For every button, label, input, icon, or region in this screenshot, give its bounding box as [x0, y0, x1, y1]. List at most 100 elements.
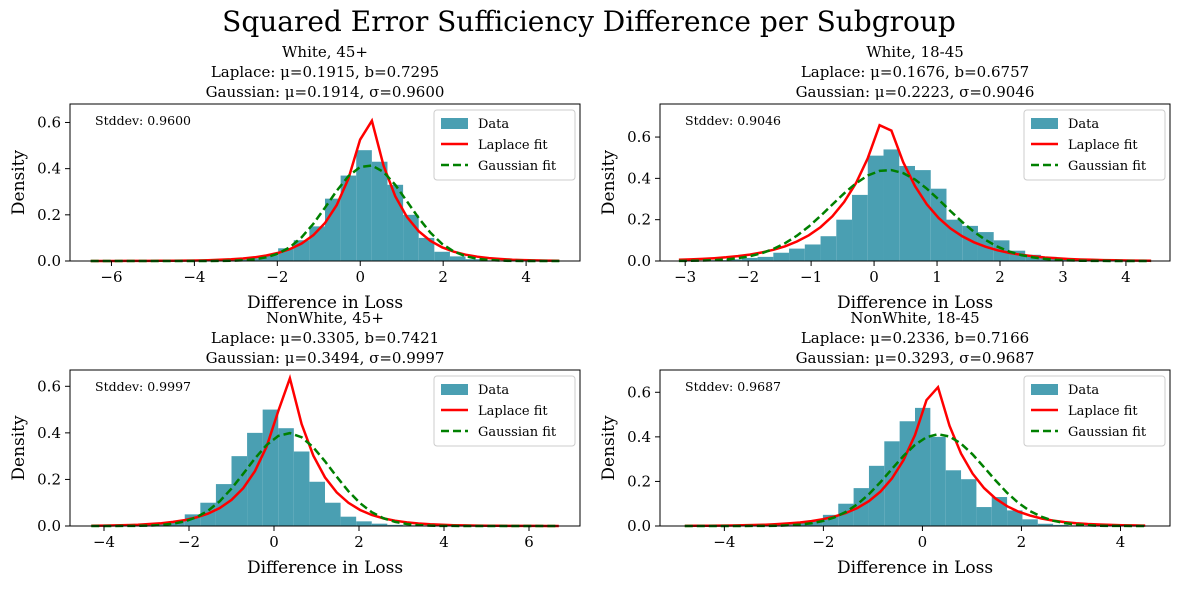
- x-tick-label: 0: [869, 268, 879, 286]
- y-tick-label: 0.0: [37, 517, 61, 535]
- y-axis-label: Density: [9, 149, 29, 215]
- y-tick-label: 0.6: [37, 377, 61, 395]
- histogram-bar: [961, 479, 976, 526]
- y-tick-label: 0.4: [627, 169, 651, 187]
- histogram-bar: [946, 470, 961, 526]
- legend-label-data: Data: [1068, 117, 1099, 132]
- subplot-title-line: White, 18-45: [866, 43, 964, 61]
- histogram-bar: [278, 428, 294, 526]
- x-tick-label: 2: [1017, 533, 1027, 551]
- subplot-1: White, 45+ Laplace: μ=0.1915, b=0.7295 Gau…: [9, 43, 580, 313]
- x-axis-label: Difference in Loss: [247, 558, 403, 578]
- legend: Data Laplace fit Gaussian fit: [434, 376, 575, 446]
- x-tick-label: 0: [918, 533, 928, 551]
- legend-label-laplace: Laplace fit: [1068, 404, 1138, 419]
- x-tick-label: −2: [737, 268, 759, 286]
- x-tick-label: −6: [100, 268, 122, 286]
- subplot-title-line: Laplace: μ=0.3305, b=0.7421: [211, 329, 439, 347]
- histogram-bar: [263, 410, 279, 526]
- histogram-bar: [356, 521, 372, 526]
- subplot-title-line: Laplace: μ=0.1915, b=0.7295: [211, 63, 439, 81]
- histogram-bar: [773, 253, 789, 261]
- x-tick-label: 2: [995, 268, 1005, 286]
- legend-label-gaussian: Gaussian fit: [478, 159, 557, 174]
- x-tick-label: 2: [438, 268, 448, 286]
- histogram-bar: [294, 451, 310, 526]
- x-tick-label: 0: [355, 268, 365, 286]
- histogram-bar: [1022, 519, 1037, 526]
- subplot-title-line: White, 45+: [282, 43, 368, 61]
- subplot-2: White, 18-45 Laplace: μ=0.1676, b=0.6757 G…: [599, 43, 1170, 313]
- legend: Data Laplace fit Gaussian fit: [1024, 110, 1165, 180]
- histogram-bar: [900, 421, 915, 526]
- x-tick-label: 4: [1116, 533, 1126, 551]
- histogram-bar: [821, 236, 837, 261]
- subplot-title-line: Gaussian: μ=0.3293, σ=0.9687: [796, 349, 1035, 367]
- subplot-title-line: Laplace: μ=0.2336, b=0.7166: [801, 329, 1029, 347]
- x-tick-label: −3: [674, 268, 696, 286]
- x-tick-label: 3: [1058, 268, 1068, 286]
- y-tick-label: 0.6: [37, 113, 61, 131]
- x-tick-label: −2: [178, 533, 200, 551]
- x-tick-label: −2: [266, 268, 288, 286]
- y-axis-label: Density: [599, 149, 619, 215]
- histogram-bar: [805, 244, 821, 261]
- legend-label-gaussian: Gaussian fit: [478, 425, 557, 440]
- histogram-bar: [325, 503, 341, 526]
- x-tick-label: 1: [932, 268, 942, 286]
- histogram-bar: [372, 162, 388, 261]
- histogram-bar: [915, 170, 931, 261]
- y-tick-label: 0.4: [627, 428, 651, 446]
- legend-label-laplace: Laplace fit: [478, 404, 548, 419]
- histogram-bar: [884, 149, 900, 261]
- y-tick-label: 0.0: [627, 252, 651, 270]
- y-tick-label: 0.4: [37, 160, 61, 178]
- stddev-annotation: Stddev: 0.9687: [685, 379, 781, 394]
- y-tick-label: 0.0: [627, 517, 651, 535]
- legend-label-laplace: Laplace fit: [478, 138, 548, 153]
- subplot-title-line: Gaussian: μ=0.3494, σ=0.9997: [206, 349, 445, 367]
- legend-data-swatch: [441, 118, 468, 129]
- x-tick-label: 4: [439, 533, 449, 551]
- legend-label-gaussian: Gaussian fit: [1068, 159, 1147, 174]
- histogram-bar: [789, 249, 805, 261]
- histogram-bar: [852, 195, 868, 261]
- subplot-title-line: NonWhite, 45+: [266, 309, 384, 327]
- subplot-title-line: Gaussian: μ=0.1914, σ=0.9600: [206, 83, 445, 101]
- histogram-bar: [341, 517, 357, 526]
- histogram-bar: [309, 482, 325, 526]
- x-tick-label: −1: [800, 268, 822, 286]
- stddev-annotation: Stddev: 0.9046: [685, 113, 781, 128]
- x-tick-label: −4: [713, 533, 735, 551]
- histogram-bar: [325, 199, 341, 261]
- legend-label-laplace: Laplace fit: [1068, 138, 1138, 153]
- histogram-bar: [450, 256, 466, 261]
- legend-label-data: Data: [478, 383, 509, 398]
- legend-label-data: Data: [1068, 383, 1099, 398]
- y-tick-label: 0.0: [37, 252, 61, 270]
- legend-data-swatch: [1031, 384, 1058, 395]
- legend-data-swatch: [441, 384, 468, 395]
- x-tick-label: −2: [812, 533, 834, 551]
- stddev-annotation: Stddev: 0.9600: [95, 113, 191, 128]
- subplot-title-line: Gaussian: μ=0.2223, σ=0.9046: [796, 83, 1035, 101]
- subplot-3: NonWhite, 45+ Laplace: μ=0.3305, b=0.7421…: [9, 309, 580, 578]
- x-tick-label: −4: [183, 268, 205, 286]
- x-tick-label: −4: [93, 533, 115, 551]
- y-tick-label: 0.4: [37, 424, 61, 442]
- histogram-bar: [931, 189, 947, 261]
- x-tick-label: 0: [269, 533, 279, 551]
- x-tick-label: 6: [524, 533, 534, 551]
- x-tick-label: 4: [1121, 268, 1131, 286]
- y-tick-label: 0.2: [37, 470, 61, 488]
- x-tick-label: 2: [354, 533, 364, 551]
- y-axis-label: Density: [599, 415, 619, 481]
- x-axis-label: Difference in Loss: [837, 558, 993, 578]
- legend-data-swatch: [1031, 118, 1058, 129]
- histogram-bar: [758, 257, 774, 261]
- y-tick-label: 0.2: [37, 206, 61, 224]
- subplot-title-line: Laplace: μ=0.1676, b=0.6757: [801, 63, 1029, 81]
